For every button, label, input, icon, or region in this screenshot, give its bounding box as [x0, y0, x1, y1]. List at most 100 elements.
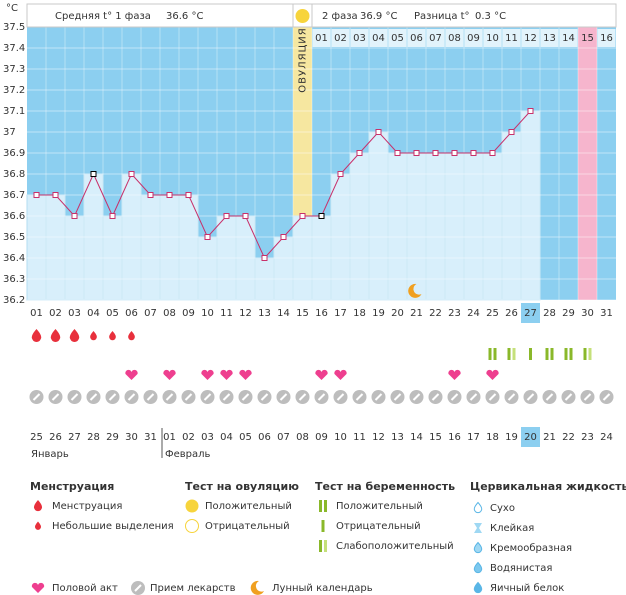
test-bar	[321, 520, 325, 532]
phase-day-cell	[559, 29, 578, 47]
highlight-date-cell	[521, 427, 540, 447]
legend-item: Положительный	[336, 501, 423, 512]
legend-icon	[474, 523, 482, 533]
y-tick-label: 37	[3, 127, 16, 138]
date-label: 15	[429, 432, 442, 443]
test-bar	[583, 348, 587, 360]
temp-point	[90, 171, 97, 177]
y-tick-label: 36.3	[3, 274, 25, 285]
x-tick-label: 14	[277, 308, 290, 319]
phase-day-cell	[350, 29, 369, 47]
legend-icon	[131, 581, 145, 595]
heart-icon	[315, 369, 328, 380]
pill-icon	[504, 390, 519, 404]
y-tick-label: 36.9	[3, 148, 25, 159]
diff-value: 0.3 °C	[475, 11, 506, 22]
date-label: 14	[410, 432, 423, 443]
pill-line	[222, 393, 231, 401]
phase-day-cell	[502, 29, 521, 47]
temp-bar	[406, 152, 427, 301]
test-bar	[324, 540, 327, 552]
phase-day-cell	[578, 29, 597, 47]
legend-item: Менструация	[52, 501, 122, 512]
x-tick-label: 18	[353, 308, 366, 319]
test-bar	[319, 500, 322, 512]
temp-bar	[140, 194, 161, 301]
pill-line	[431, 393, 440, 401]
temp-point	[166, 192, 173, 198]
month-label: Январь	[31, 449, 69, 460]
pill-icon	[238, 390, 253, 404]
date-label: 19	[505, 432, 518, 443]
pill-line	[203, 393, 212, 401]
temp-point	[375, 129, 382, 135]
pill-line	[146, 393, 155, 401]
pregnancy-test-icon	[583, 348, 592, 360]
date-label: 06	[258, 432, 271, 443]
pill-line	[374, 393, 383, 401]
phase-day: 13	[543, 33, 556, 44]
test-bar	[564, 348, 568, 360]
pill-line	[564, 393, 573, 401]
x-tick-label: 06	[125, 308, 138, 319]
pill-icon	[86, 390, 101, 404]
pill-line	[412, 393, 421, 401]
pill-line	[336, 393, 345, 401]
pill-line	[279, 393, 288, 401]
phase-day-cell	[483, 29, 502, 47]
date-label: 04	[220, 432, 233, 443]
menstruation-icon	[90, 331, 97, 341]
temp-point	[261, 255, 268, 261]
menstruation-icon	[128, 331, 135, 341]
temp-point	[527, 108, 534, 114]
temp-bar	[482, 152, 503, 301]
pregnancy-test-icon	[545, 348, 554, 360]
pill-icon	[542, 390, 557, 404]
date-label: 27	[68, 432, 81, 443]
phase-day: 14	[562, 33, 575, 44]
x-tick-label: 04	[87, 308, 100, 319]
test-bar	[324, 500, 327, 512]
pill-icon	[295, 390, 310, 404]
legend-icon	[319, 500, 327, 512]
temp-point	[356, 150, 363, 156]
phase-day: 08	[448, 33, 461, 44]
temp-bar	[45, 194, 66, 301]
x-tick-label: 01	[30, 308, 43, 319]
temp-bar	[520, 110, 541, 301]
pill-line	[507, 393, 516, 401]
x-tick-label: 16	[315, 308, 328, 319]
temp-point	[280, 234, 287, 240]
date-label: 07	[277, 432, 290, 443]
date-label: 16	[448, 432, 461, 443]
legend-item: Отрицательный	[336, 521, 421, 532]
pill-icon	[485, 390, 500, 404]
temp-point	[451, 150, 458, 156]
test-bar	[529, 348, 532, 360]
phase-day-cell	[521, 29, 540, 47]
legend-item: Небольшие выделения	[52, 521, 174, 532]
x-tick-label: 09	[182, 308, 195, 319]
x-tick-label: 26	[505, 308, 518, 319]
pill-line	[134, 584, 142, 592]
pregnancy-test-icon	[488, 348, 497, 360]
test-bar	[550, 348, 554, 360]
y-tick-label: 37.4	[3, 43, 25, 54]
test-bar	[493, 348, 497, 360]
legend-icon	[31, 582, 45, 593]
pill-icon	[276, 390, 291, 404]
x-tick-label: 13	[258, 308, 271, 319]
y-tick-label: 36.8	[3, 169, 25, 180]
x-tick-label: 02	[49, 308, 62, 319]
legend-item: Яичный белок	[490, 583, 564, 594]
temp-point	[299, 213, 306, 219]
pill-line	[260, 393, 269, 401]
pill-icon	[371, 390, 386, 404]
pill-icon	[333, 390, 348, 404]
pill-icon	[162, 390, 177, 404]
phase-day: 09	[467, 33, 480, 44]
legend-item: Лунный календарь	[272, 583, 373, 594]
pill-line	[298, 393, 307, 401]
x-tick-label: 21	[410, 308, 423, 319]
